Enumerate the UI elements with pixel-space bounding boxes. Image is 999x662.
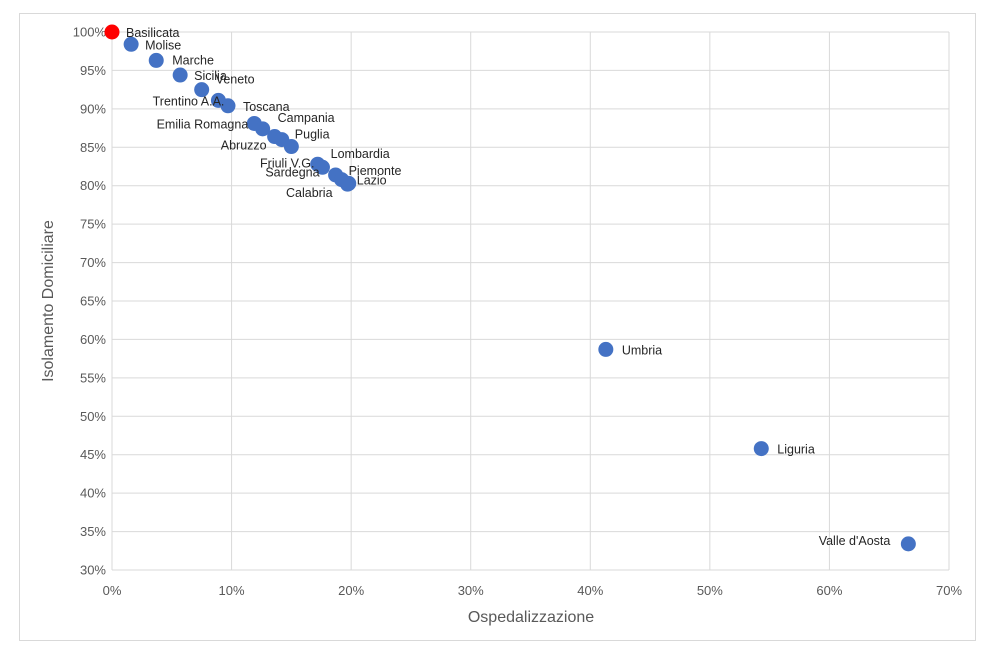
x-axis-title: Ospedalizzazione bbox=[468, 609, 594, 626]
point-label: Sicilia bbox=[194, 69, 227, 83]
y-tick-label: 55% bbox=[80, 370, 106, 385]
data-point bbox=[172, 67, 188, 83]
data-point bbox=[314, 159, 330, 175]
data-point bbox=[255, 121, 271, 137]
x-tick-label: 10% bbox=[219, 583, 245, 598]
point-label: Valle d'Aosta bbox=[819, 534, 891, 548]
point-label: Trentino A.A. bbox=[153, 94, 225, 108]
x-tick-label: 70% bbox=[936, 583, 962, 598]
point-label: Veneto bbox=[216, 73, 255, 87]
data-point bbox=[194, 82, 210, 98]
x-tick-label: 50% bbox=[697, 583, 723, 598]
x-tick-label: 60% bbox=[816, 583, 842, 598]
y-tick-label: 75% bbox=[80, 217, 106, 232]
point-label: Marche bbox=[172, 53, 214, 67]
y-tick-label: 80% bbox=[80, 178, 106, 193]
data-point bbox=[104, 24, 120, 40]
y-tick-label: 95% bbox=[80, 63, 106, 78]
data-point bbox=[283, 139, 299, 155]
chart-frame bbox=[19, 13, 976, 641]
data-point bbox=[340, 176, 356, 192]
point-label: Emilia Romagna bbox=[157, 117, 249, 131]
point-label: Lazio bbox=[357, 173, 387, 187]
point-label: Friuli V.G. bbox=[260, 156, 314, 170]
point-label: Sardegna bbox=[265, 166, 319, 180]
y-tick-label: 65% bbox=[80, 294, 106, 309]
point-label: Piemonte bbox=[349, 164, 402, 178]
y-tick-label: 50% bbox=[80, 409, 106, 424]
y-tick-label: 45% bbox=[80, 447, 106, 462]
point-label: Toscana bbox=[243, 100, 290, 114]
y-tick-label: 30% bbox=[80, 563, 106, 578]
data-point bbox=[148, 52, 164, 68]
data-point bbox=[220, 98, 236, 114]
y-axis-ticks: 30% 35% 40% 45% 50% 55% 60% 65% 70% 75% 80% 85% 90% 9… bbox=[73, 25, 107, 578]
x-tick-label: 40% bbox=[577, 583, 603, 598]
gridlines bbox=[111, 31, 950, 571]
y-tick-label: 100% bbox=[73, 25, 107, 40]
point-label: Liguria bbox=[777, 443, 815, 457]
y-axis-title: Isolamento Domiciliare bbox=[40, 220, 57, 382]
data-point bbox=[123, 36, 139, 52]
y-tick-label: 60% bbox=[80, 332, 106, 347]
y-tick-label: 90% bbox=[80, 101, 106, 116]
point-label: Basilicata bbox=[126, 26, 180, 40]
x-axis-ticks: 0% 10% 20% 30% 40% 50% 60% 70% bbox=[103, 583, 963, 598]
y-tick-label: 35% bbox=[80, 524, 106, 539]
x-tick-label: 0% bbox=[103, 583, 122, 598]
data-point bbox=[598, 341, 614, 357]
point-label: Abruzzo bbox=[221, 139, 267, 153]
x-tick-label: 20% bbox=[338, 583, 364, 598]
point-label: Molise bbox=[145, 38, 181, 52]
x-tick-label: 30% bbox=[458, 583, 484, 598]
data-point bbox=[900, 536, 916, 552]
y-tick-label: 40% bbox=[80, 486, 106, 501]
point-label: Lombardia bbox=[331, 147, 390, 161]
point-label: Puglia bbox=[295, 128, 330, 142]
point-label: Campania bbox=[278, 111, 335, 125]
point-label: Umbria bbox=[622, 343, 662, 357]
data-point bbox=[753, 441, 769, 457]
data-points bbox=[104, 24, 916, 552]
point-label: Calabria bbox=[286, 186, 333, 200]
y-tick-label: 70% bbox=[80, 255, 106, 270]
y-tick-label: 85% bbox=[80, 140, 106, 155]
